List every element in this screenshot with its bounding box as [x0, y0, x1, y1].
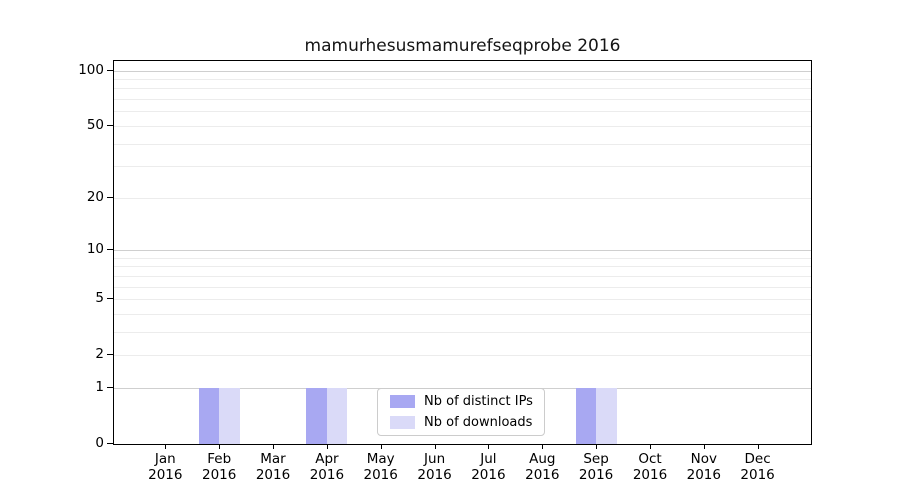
x-tick-label-feb: Feb 2016: [188, 451, 250, 483]
x-tick-label-dec: Dec 2016: [727, 451, 789, 483]
x-tick-label-aug: Aug 2016: [511, 451, 573, 483]
gridline-90: [114, 79, 811, 80]
chart-title: mamurhesusmamurefseqprobe 2016: [304, 36, 621, 56]
y-tick-mark-20: [107, 196, 113, 198]
gridline-10: [114, 250, 811, 251]
gridline-4: [114, 313, 811, 315]
x-tick-month: Oct: [638, 451, 662, 467]
x-tick-year: 2016: [632, 466, 668, 483]
bar-sep-distinct-ips: [575, 387, 597, 444]
x-tick-label-sep: Sep 2016: [565, 451, 627, 483]
bar-apr-downloads: [326, 387, 348, 444]
gridline-5: [114, 299, 811, 300]
x-tick-label-jun: Jun 2016: [404, 451, 466, 483]
gridline-80: [114, 88, 811, 90]
x-tick-mark-dec: [757, 444, 759, 449]
legend-item-distinct-ips: Nb of distinct IPs: [390, 394, 536, 409]
x-tick-label-oct: Oct 2016: [619, 451, 681, 483]
x-tick-label-apr: Apr 2016: [296, 451, 358, 483]
legend: Nb of distinct IPs Nb of downloads: [377, 388, 545, 436]
x-tick-year: 2016: [740, 466, 775, 483]
gridline-30: [114, 166, 811, 168]
x-tick-mark-sep: [596, 444, 598, 449]
x-tick-year: 2016: [309, 466, 345, 483]
gridline-40: [114, 143, 811, 145]
x-tick-year: 2016: [417, 466, 452, 483]
x-tick-month: Dec: [744, 451, 771, 467]
x-tick-label-jan: Jan 2016: [134, 451, 196, 483]
x-tick-month: Nov: [690, 451, 717, 467]
gridline-9: [114, 257, 811, 259]
x-tick-mark-nov: [703, 444, 705, 449]
gridline-6: [114, 286, 811, 288]
x-tick-month: Sep: [583, 451, 609, 467]
x-tick-year: 2016: [255, 466, 291, 483]
gridline-7: [114, 275, 811, 277]
y-tick-label-20: 20: [86, 188, 104, 205]
plot-area: Nb of distinct IPs Nb of downloads: [113, 60, 812, 445]
x-tick-year: 2016: [363, 466, 398, 483]
bar-feb-distinct-ips: [198, 387, 220, 444]
x-tick-mark-jan: [165, 444, 167, 449]
legend-swatch-distinct-ips: [390, 395, 415, 408]
gridline-8: [114, 266, 811, 268]
x-tick-mark-may: [380, 444, 382, 449]
y-tick-label-10: 10: [86, 241, 104, 257]
x-tick-month: Feb: [207, 451, 232, 467]
gridline-2: [114, 355, 811, 357]
x-tick-month: Jan: [154, 451, 176, 467]
x-tick-year: 2016: [202, 466, 237, 483]
bar-sep-downloads: [596, 387, 617, 444]
x-tick-year: 2016: [148, 466, 183, 483]
gridline-20: [114, 197, 811, 199]
x-tick-month: Aug: [529, 451, 556, 467]
x-tick-mark-jun: [434, 444, 436, 449]
y-tick-label-0: 0: [95, 435, 104, 451]
x-tick-year: 2016: [471, 466, 506, 483]
x-tick-label-jul: Jul 2016: [457, 451, 519, 483]
legend-swatch-downloads: [390, 416, 415, 429]
x-tick-mark-jul: [488, 444, 490, 449]
x-tick-label-mar: Mar 2016: [242, 451, 304, 483]
x-tick-year: 2016: [686, 466, 721, 483]
x-tick-label-may: May 2016: [350, 451, 412, 483]
y-tick-mark-50: [107, 124, 113, 126]
legend-label-distinct-ips: Nb of distinct IPs: [424, 394, 533, 409]
gridline-70: [114, 99, 811, 101]
gridline-3: [114, 331, 811, 333]
x-tick-mark-aug: [542, 444, 544, 449]
x-tick-year: 2016: [525, 466, 560, 483]
y-tick-label-2: 2: [95, 346, 104, 363]
x-tick-month: Jul: [480, 451, 497, 467]
legend-item-downloads: Nb of downloads: [390, 415, 536, 430]
x-tick-label-nov: Nov 2016: [673, 451, 735, 483]
bar-feb-downloads: [219, 387, 240, 444]
x-tick-month: May: [366, 451, 395, 467]
y-tick-label-100: 100: [78, 61, 104, 78]
y-tick-label-5: 5: [95, 290, 104, 306]
bar-apr-distinct-ips: [306, 387, 327, 444]
x-tick-month: Mar: [260, 451, 286, 467]
x-tick-mark-apr: [326, 444, 328, 449]
legend-label-downloads: Nb of downloads: [424, 415, 533, 430]
y-tick-mark-10: [107, 249, 113, 250]
y-tick-label-50: 50: [86, 116, 104, 133]
x-tick-mark-feb: [219, 444, 221, 449]
gridline-60: [114, 111, 811, 113]
x-tick-month: Apr: [315, 451, 339, 467]
gridline-100: [114, 70, 811, 72]
y-tick-mark-100: [107, 69, 113, 71]
y-tick-mark-1: [107, 386, 113, 388]
x-tick-year: 2016: [578, 466, 614, 483]
y-tick-label-1: 1: [95, 378, 104, 395]
y-tick-mark-5: [107, 298, 113, 299]
x-tick-month: Jun: [424, 451, 446, 467]
x-tick-mark-mar: [273, 444, 274, 449]
y-tick-mark-2: [107, 354, 113, 356]
x-tick-mark-oct: [650, 444, 651, 449]
y-tick-mark-0: [107, 443, 113, 444]
gridline-50: [114, 125, 811, 127]
